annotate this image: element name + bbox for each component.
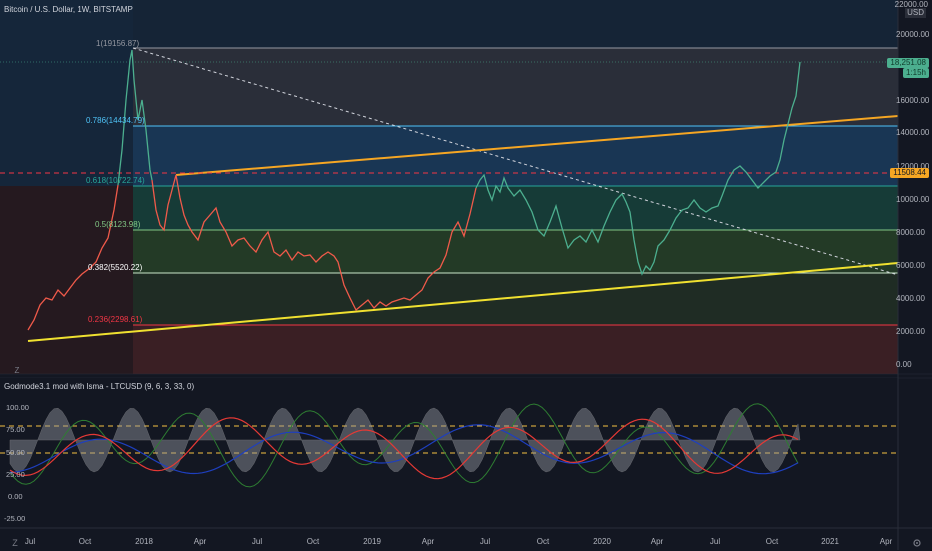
fib-zone-05 — [133, 230, 898, 273]
time-axis-label: 2018 — [135, 537, 153, 546]
time-axis-label: 2021 — [821, 537, 839, 546]
time-axis-label: Apr — [879, 537, 893, 546]
fib-label-0382: 0.382(5520.22) — [88, 263, 143, 272]
price-axis-label: 12000.00 — [896, 162, 930, 171]
price-line-up — [117, 49, 801, 276]
indicator-green-line — [9, 403, 799, 488]
indicator-axis-label: -25.00 — [4, 514, 26, 523]
indicator-axis-label: 25.00 — [6, 470, 25, 479]
time-axis-label: Oct — [765, 537, 779, 546]
fib-label-0236: 0.236(2298.61) — [88, 315, 143, 324]
currency-label[interactable]: USD — [905, 8, 926, 18]
time-axis-label: Oct — [78, 537, 92, 546]
fib-zone-0236 — [133, 325, 898, 374]
gear-icon[interactable] — [912, 538, 922, 548]
time-axis-label: Apr — [421, 537, 435, 546]
time-axis-label: Jul — [479, 537, 491, 546]
fib-zone-0618 — [133, 186, 898, 230]
time-axis-label: Apr — [650, 537, 664, 546]
time-axis-label: Oct — [306, 537, 320, 546]
fib-zone-1 — [133, 48, 898, 126]
zoom-icon[interactable]: Z — [14, 366, 20, 375]
time-axis-label: Jul — [24, 537, 36, 546]
yellow-trendline[interactable] — [27, 262, 899, 342]
indicator-title[interactable]: Godmode3.1 mod with lsma - LTCUSD (9, 6,… — [4, 382, 195, 391]
fib-label-1: 1(19156.87) — [96, 39, 140, 48]
price-axis-label: 8000.00 — [896, 228, 925, 237]
last-price-tag: 11508.44 — [890, 168, 929, 178]
chart-title: Bitcoin / U.S. Dollar, 1W, BITSTAMP — [4, 5, 133, 14]
price-axis-label: 10000.00 — [896, 195, 930, 204]
indicator-axis-label: 50.00 — [6, 448, 25, 457]
fib-label-0618: 0.618(10722.74) — [86, 176, 145, 185]
time-axis-label: 2020 — [593, 537, 611, 546]
orange-trendline[interactable] — [175, 115, 899, 176]
price-axis-label: 0.00 — [896, 360, 912, 369]
time-axis-label: Jul — [251, 537, 263, 546]
time-axis-label: Apr — [193, 537, 207, 546]
indicator-axis-label: 0.00 — [8, 492, 23, 501]
price-axis-label: 14000.00 — [896, 128, 930, 137]
indicator-axis-label: 75.00 — [6, 425, 25, 434]
fib-zone-0786 — [133, 126, 898, 186]
fib-zone-0382 — [133, 273, 898, 325]
time-axis-label: Oct — [536, 537, 550, 546]
indicator-red-line — [9, 417, 799, 480]
price-axis-label: 20000.00 — [896, 30, 930, 39]
fib-label-05: 0.5(8123.98) — [95, 220, 141, 229]
last-price-tag-top: 18,251.08 — [887, 58, 929, 68]
price-axis-label: 2000.00 — [896, 327, 925, 336]
price-axis-label: 6000.00 — [896, 261, 925, 270]
indicator-axis-label: 100.00 — [6, 403, 29, 412]
last-price-tag-bottom: 1:15h — [902, 68, 929, 78]
price-line-down — [27, 174, 477, 331]
indicator-histogram-area — [9, 407, 801, 473]
time-axis-label: 2019 — [363, 537, 381, 546]
fib-label-0786: 0.786(14434.79) — [86, 116, 145, 125]
price-axis-label: 16000.00 — [896, 96, 930, 105]
price-axis-label: 22000.00 — [894, 0, 928, 9]
time-axis-label: Jul — [709, 537, 721, 546]
zoom-icon[interactable]: Z — [12, 538, 18, 548]
price-axis-label: 4000.00 — [896, 294, 925, 303]
diagonal-dashed-trendline[interactable] — [132, 47, 899, 276]
